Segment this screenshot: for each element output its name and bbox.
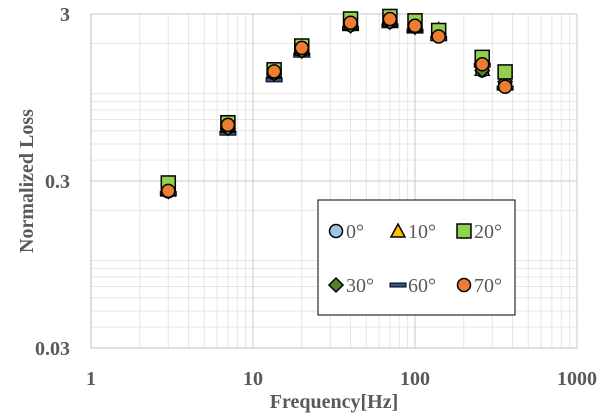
data-point bbox=[294, 40, 310, 56]
legend-label: 30° bbox=[346, 275, 374, 297]
data-point bbox=[497, 79, 513, 95]
y-axis-title: Normalized Loss bbox=[16, 109, 38, 253]
legend-label: 0° bbox=[346, 221, 364, 243]
y-tick-label: 0.03 bbox=[35, 338, 70, 360]
legend-marker bbox=[389, 222, 407, 238]
legend-marker bbox=[456, 277, 472, 293]
legend-marker bbox=[328, 223, 344, 239]
y-tick-labels: 0.03 0.3 3 bbox=[35, 4, 70, 360]
legend-marker bbox=[327, 276, 345, 294]
legend-marker bbox=[389, 282, 407, 288]
series-triangle-1 bbox=[160, 11, 514, 197]
x-axis-title: Frequency[Hz] bbox=[270, 391, 399, 413]
series-circle-0 bbox=[161, 14, 513, 199]
series-diamond-3 bbox=[160, 14, 514, 200]
data-point bbox=[161, 183, 176, 199]
y-tick-label: 3 bbox=[60, 4, 70, 26]
data-point bbox=[220, 117, 236, 133]
legend-label: 20° bbox=[474, 221, 502, 243]
series-circle-5 bbox=[161, 11, 513, 199]
x-tick-labels: 1 10 100 1000 bbox=[86, 368, 597, 390]
x-tick-label: 1000 bbox=[557, 368, 597, 390]
data-point bbox=[497, 64, 513, 80]
series-square-2 bbox=[160, 8, 513, 191]
legend-marker bbox=[456, 223, 472, 239]
y-tick-label: 0.3 bbox=[45, 171, 70, 193]
data-point bbox=[474, 57, 490, 72]
legend-label: 70° bbox=[474, 275, 502, 297]
data-markers bbox=[159, 8, 514, 200]
legend-label: 10° bbox=[408, 221, 436, 243]
x-tick-label: 10 bbox=[243, 368, 263, 390]
data-point bbox=[431, 29, 446, 44]
data-point bbox=[266, 64, 282, 79]
data-point bbox=[407, 18, 423, 34]
legend: 0° 10° 20° 30° 60° 70° bbox=[317, 199, 516, 316]
legend-box bbox=[317, 199, 516, 316]
legend-label: 60° bbox=[408, 275, 436, 297]
x-tick-label: 100 bbox=[400, 368, 430, 390]
x-tick-label: 1 bbox=[86, 368, 96, 390]
data-point bbox=[382, 11, 398, 27]
data-point bbox=[343, 15, 358, 30]
